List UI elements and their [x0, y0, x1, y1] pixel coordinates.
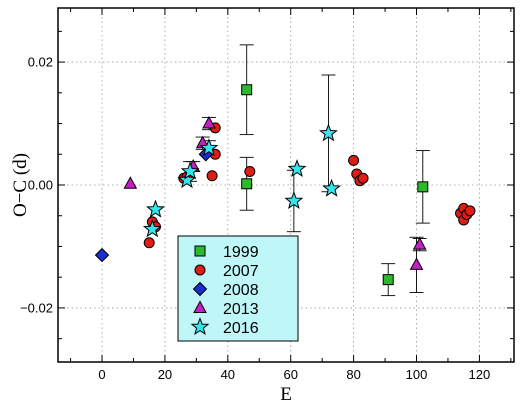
tick-labels: 0 20 40 60 80 100 120 −0.02 0.00 0.02 [20, 55, 490, 382]
x-tick-label: 60 [283, 367, 297, 382]
data-point-2013 [123, 176, 138, 189]
x-tick-label: 120 [469, 367, 491, 382]
data-point-1999 [241, 178, 253, 190]
legend-label-2016: 2016 [223, 320, 259, 337]
grid-lines [58, 8, 514, 362]
legend: 1999 2007 2008 2013 2016 [177, 235, 299, 342]
legend-marker-1999 [194, 245, 206, 257]
legend-items: 1999 2007 2008 2013 2016 [190, 244, 259, 337]
data-point-1999 [241, 84, 253, 96]
data-point-2007 [244, 165, 256, 177]
x-tick-label: 40 [221, 367, 235, 382]
x-tick-label: 100 [406, 367, 428, 382]
data-point-2016 [142, 219, 162, 238]
data-point-2007 [348, 154, 360, 166]
y-tick-label: −0.02 [20, 300, 53, 315]
data-point-2007 [357, 172, 369, 184]
legend-marker-2008 [192, 281, 208, 297]
x-tick-label: 20 [158, 367, 172, 382]
data-point-2007 [464, 205, 476, 217]
y-axis-title: O−C (d) [10, 153, 31, 217]
x-tick-label: 80 [346, 367, 360, 382]
x-axis-title: E [280, 384, 292, 403]
data-point-2013 [409, 257, 424, 270]
data-point-2016 [284, 191, 304, 210]
legend-marker-2016 [190, 317, 210, 336]
y-tick-label: 0.00 [28, 178, 53, 193]
axis-ticks [58, 8, 514, 362]
data-point-2008 [94, 247, 110, 263]
data-point-2016 [199, 138, 219, 157]
legend-label-2008: 2008 [223, 282, 259, 299]
legend-label-2013: 2013 [223, 301, 259, 318]
data-points [94, 84, 476, 286]
legend-label-1999: 1999 [223, 244, 259, 261]
data-point-2007 [143, 237, 155, 249]
data-point-2016 [180, 161, 200, 180]
data-point-2013 [412, 237, 427, 250]
legend-marker-2013 [193, 300, 207, 313]
data-point-2016 [319, 123, 338, 142]
data-point-2016 [322, 178, 342, 197]
y-tick-label: 0.02 [28, 55, 53, 70]
data-point-1999 [417, 181, 429, 193]
data-point-2007 [206, 170, 218, 182]
data-point-2016 [146, 199, 165, 218]
data-point-2016 [287, 159, 307, 178]
legend-marker-2007 [194, 264, 206, 276]
data-point-1999 [382, 274, 394, 286]
data-point-2013 [202, 115, 216, 129]
legend-label-2007: 2007 [223, 263, 259, 280]
x-tick-label: 0 [98, 367, 105, 382]
